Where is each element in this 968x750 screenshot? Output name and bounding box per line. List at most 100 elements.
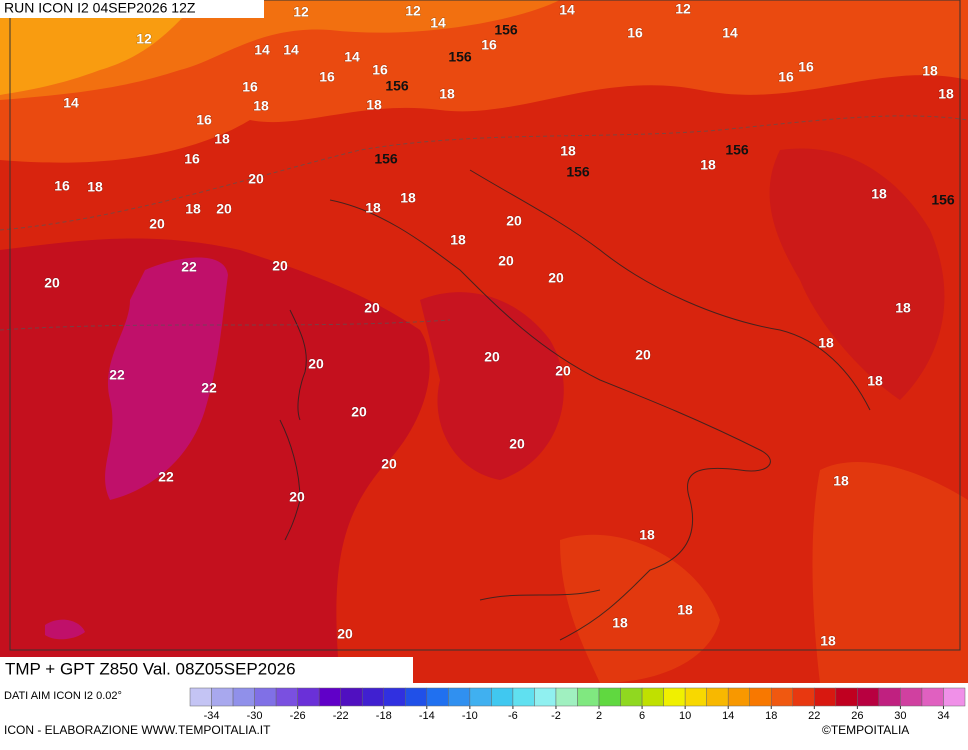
temperature-label: 22 <box>109 367 125 383</box>
colorbar-swatch <box>598 687 621 707</box>
colorbar-tick-label: 14 <box>722 710 734 722</box>
temperature-label: 18 <box>612 615 628 631</box>
colorbar-tick-label: 30 <box>894 710 906 722</box>
temperature-label: 16 <box>372 62 388 78</box>
colorbar-tick-label: -22 <box>333 710 349 722</box>
temperature-label: 14 <box>254 42 270 58</box>
colorbar-swatch <box>512 687 535 707</box>
temperature-label: 18 <box>253 98 269 114</box>
temperature-label: 18 <box>400 190 416 206</box>
colorbar-swatch <box>620 687 643 707</box>
temperature-label: 20 <box>308 356 324 372</box>
colorbar-tick-label: -14 <box>419 710 435 722</box>
source-text: DATI AIM ICON I2 0.02° <box>4 690 122 702</box>
temperature-label: 20 <box>364 300 380 316</box>
colorbar-swatch <box>857 687 880 707</box>
colorbar-swatch <box>340 687 363 707</box>
colorbar-swatch <box>835 687 858 707</box>
temperature-label: 18 <box>700 157 716 173</box>
colorbar-swatch <box>469 687 492 707</box>
run-title: RUN ICON I2 04SEP2026 12Z <box>4 0 196 16</box>
temperature-label: 20 <box>337 626 353 642</box>
temperature-label: 20 <box>555 363 571 379</box>
temperature-label: 20 <box>498 253 514 269</box>
temperature-label: 14 <box>63 95 79 111</box>
colorbar-swatch <box>749 687 772 707</box>
colorbar-tick-label: -10 <box>462 710 478 722</box>
colorbar-tick-label: -6 <box>508 710 518 722</box>
geopotential-label: 156 <box>494 22 518 38</box>
temperature-label: 18 <box>560 143 576 159</box>
temperature-label: 16 <box>184 151 200 167</box>
colorbar-swatch <box>448 687 471 707</box>
geopotential-label: 156 <box>374 151 398 167</box>
colorbar-tick-label: 34 <box>937 710 949 722</box>
temperature-label: 18 <box>867 373 883 389</box>
temperature-label: 16 <box>54 178 70 194</box>
colorbar-tick-label: -2 <box>551 710 561 722</box>
colorbar-tick-label: -34 <box>204 710 220 722</box>
colorbar-swatch <box>383 687 406 707</box>
colorbar-swatch <box>534 687 557 707</box>
colorbar-swatch <box>943 687 966 707</box>
temperature-label: 18 <box>922 63 938 79</box>
geopotential-label: 156 <box>448 49 472 65</box>
colorbar-swatch <box>275 687 298 707</box>
temperature-label: 18 <box>833 473 849 489</box>
temperature-label: 12 <box>136 31 152 47</box>
temperature-label: 18 <box>365 200 381 216</box>
temperature-label: 20 <box>635 347 651 363</box>
geopotential-label: 156 <box>931 192 955 208</box>
colorbar-tick-label: -30 <box>247 710 263 722</box>
colorbar-swatch <box>361 687 385 707</box>
colorbar-swatch <box>318 687 341 707</box>
temperature-label: 18 <box>185 201 201 217</box>
temperature-label: 12 <box>405 3 421 19</box>
temperature-label: 22 <box>158 469 174 485</box>
temperature-label: 14 <box>344 49 360 65</box>
colorbar-swatch <box>727 687 750 707</box>
temperature-label: 20 <box>149 216 165 232</box>
temperature-label: 20 <box>548 270 564 286</box>
temperature-label: 22 <box>201 380 217 396</box>
colorbar-swatch <box>706 687 729 707</box>
temperature-label: 20 <box>248 171 264 187</box>
colorbar-swatch <box>555 687 578 707</box>
colorbar-tick-label: 2 <box>596 710 602 722</box>
temperature-label: 12 <box>293 4 309 20</box>
temperature-label: 18 <box>450 232 466 248</box>
temperature-label: 18 <box>639 527 655 543</box>
temperature-label: 14 <box>283 42 299 58</box>
colorbar-tick-label: 22 <box>808 710 820 722</box>
temperature-label: 18 <box>366 97 382 113</box>
colorbar-swatch <box>211 687 234 707</box>
credit-text: ICON - ELABORAZIONE WWW.TEMPOITALIA.IT <box>4 723 271 737</box>
colorbar-swatch <box>771 687 794 707</box>
colorbar-swatch <box>254 687 277 707</box>
temperature-label: 18 <box>818 335 834 351</box>
geopotential-label: 156 <box>725 142 749 158</box>
temperature-label: 18 <box>87 179 103 195</box>
colorbar-swatch <box>641 687 664 707</box>
temperature-label: 20 <box>506 213 522 229</box>
temperature-label: 18 <box>439 86 455 102</box>
temperature-label: 12 <box>675 1 691 17</box>
temperature-label: 20 <box>381 456 397 472</box>
colorbar-tick-label: 18 <box>765 710 777 722</box>
temperature-label: 18 <box>871 186 887 202</box>
product-title: TMP + GPT Z850 Val. 08Z05SEP2026 <box>5 659 296 678</box>
temperature-label: 18 <box>677 602 693 618</box>
map-background <box>0 0 968 683</box>
geopotential-label: 156 <box>566 164 590 180</box>
colorbar-tick-label: 6 <box>639 710 645 722</box>
temperature-label: 16 <box>196 112 212 128</box>
colorbar-swatch <box>426 687 449 707</box>
colorbar: -34 -30 -26 -22 -18 -14 -10 -6 -2 2 6 10 14 18 22 26 30 3… <box>189 687 966 722</box>
geopotential-label: 156 <box>385 78 409 94</box>
colorbar-swatch <box>814 687 837 707</box>
temperature-label: 20 <box>509 436 525 452</box>
temperature-label: 18 <box>938 86 954 102</box>
colorbar-swatch <box>189 687 212 707</box>
